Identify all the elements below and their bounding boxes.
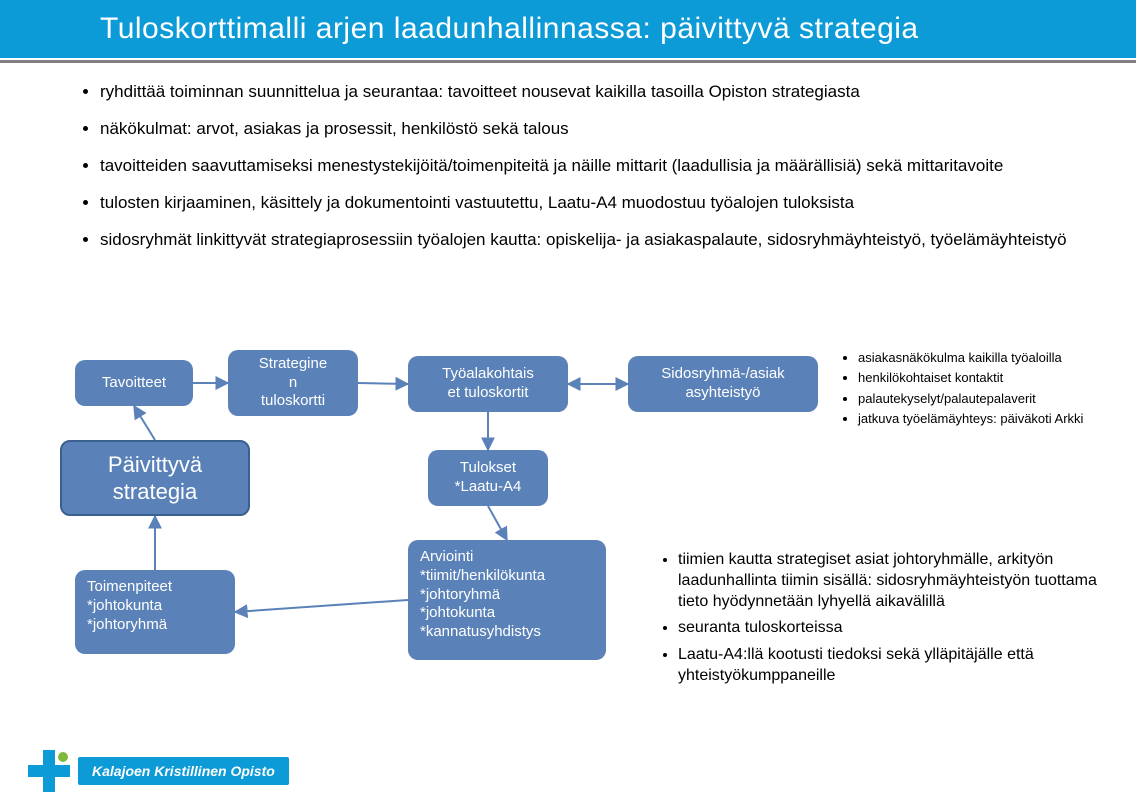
main-bullet-item: tavoitteiden saavuttamiseksi menestystek… <box>100 155 1106 178</box>
edge-arviointi-toimenpiteet <box>235 600 408 612</box>
side-mid-item: tiimien kautta strategiset asiat johtory… <box>678 550 1100 612</box>
title-underline <box>0 60 1136 63</box>
node-arviointi: Arviointi *tiimit/henkilökunta *johtoryh… <box>408 540 606 660</box>
side-mid-item: seuranta tuloskorteissa <box>678 618 1100 639</box>
edge-strategia-tavoitteet <box>134 406 155 440</box>
main-bullet-item: sidosryhmät linkittyvät strategiaprosess… <box>100 229 1106 252</box>
logo-cross-icon <box>28 750 70 792</box>
org-logo: Kalajoen Kristillinen Opisto <box>28 750 289 792</box>
main-bullet-list: ryhdittää toiminnan suunnittelua ja seur… <box>80 81 1106 252</box>
edge-tulokset-arviointi <box>488 506 507 540</box>
node-tyoala: Työalakohtais et tuloskortit <box>408 356 568 412</box>
node-tavoitteet: Tavoitteet <box>75 360 193 406</box>
node-sidos: Sidosryhmä-/asiak asyhteistyö <box>628 356 818 412</box>
logo-text: Kalajoen Kristillinen Opisto <box>78 757 289 785</box>
node-tulokset: Tulokset *Laatu-A4 <box>428 450 548 506</box>
side-top-item: henkilökohtaiset kontaktit <box>858 370 1120 386</box>
main-bullet-item: tulosten kirjaaminen, käsittely ja dokum… <box>100 192 1106 215</box>
node-strategia: Päivittyvä strategia <box>60 440 250 516</box>
side-top-item: palautekyselyt/palautepalaverit <box>858 391 1120 407</box>
side-mid-item: Laatu-A4:llä kootusti tiedoksi sekä yllä… <box>678 645 1100 687</box>
node-toimenpiteet: Toimenpiteet *johtokunta *johtoryhmä <box>75 570 235 654</box>
main-bullet-item: ryhdittää toiminnan suunnittelua ja seur… <box>100 81 1106 104</box>
side-top-item: jatkuva työelämäyhteys: päiväkoti Arkki <box>858 411 1120 427</box>
flowchart-diagram: Tavoitteet Strategine n tuloskortti Työala… <box>0 350 1136 770</box>
side-top-item: asiakasnäkökulma kaikilla työaloilla <box>858 350 1120 366</box>
side-notes-top: asiakasnäkökulma kaikilla työaloilla henk… <box>840 350 1120 431</box>
side-notes-mid: tiimien kautta strategiset asiat johtory… <box>660 550 1100 693</box>
edge-strateginen-tyoala <box>358 383 408 384</box>
node-strateginen: Strategine n tuloskortti <box>228 350 358 416</box>
slide-title: Tuloskorttimalli arjen laadunhallinnassa… <box>0 0 1136 58</box>
main-bullet-item: näkökulmat: arvot, asiakas ja prosessit,… <box>100 118 1106 141</box>
